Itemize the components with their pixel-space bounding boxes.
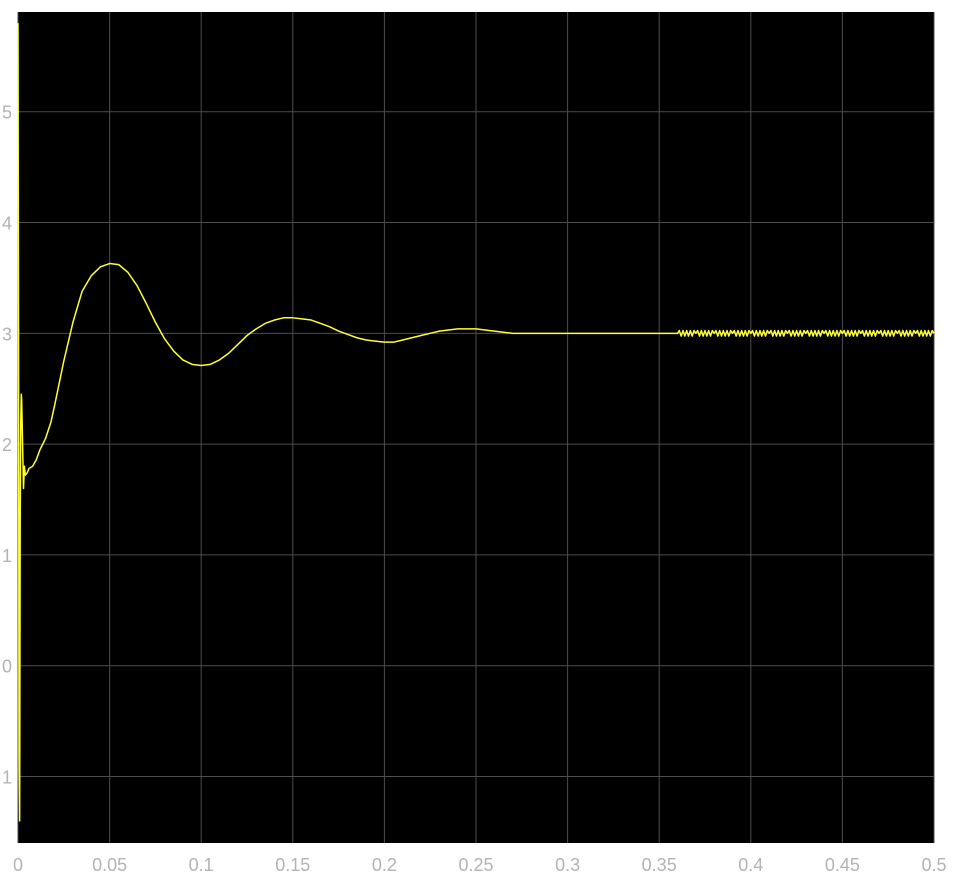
tick-labels: 0 0.05 0.1 0.15 0.2 0.25 0.3 0.35 0.4 0.45 0.5 1 0 1 2… [2, 103, 947, 875]
y-tick-label: 2 [2, 435, 12, 455]
y-tick-label: 3 [2, 324, 12, 344]
series-line [17, 23, 935, 822]
grid [17, 12, 935, 843]
x-tick-label: 0.25 [458, 855, 493, 875]
y-tick-label: 0 [2, 657, 12, 677]
x-tick-label: 0.45 [825, 855, 860, 875]
x-tick-label: 0.05 [92, 855, 127, 875]
series-lines [17, 23, 935, 822]
x-tick-label: 0.4 [738, 855, 763, 875]
x-tick-label: 0 [13, 855, 23, 875]
y-tick-label: 4 [2, 214, 12, 234]
x-tick-label: 0.35 [642, 855, 677, 875]
x-tick-label: 0.5 [921, 855, 946, 875]
x-tick-label: 0.3 [555, 855, 580, 875]
y-tick-label: 1 [2, 768, 12, 788]
x-tick-label: 0.1 [189, 855, 214, 875]
x-tick-label: 0.2 [372, 855, 397, 875]
x-tick-label: 0.15 [275, 855, 310, 875]
y-tick-label: 5 [2, 103, 12, 123]
y-tick-label: 1 [2, 546, 12, 566]
